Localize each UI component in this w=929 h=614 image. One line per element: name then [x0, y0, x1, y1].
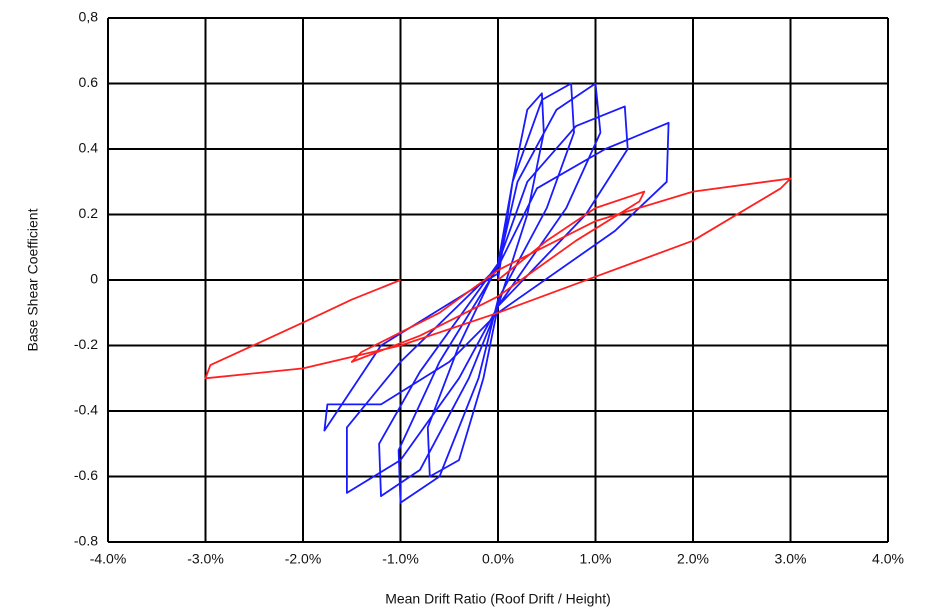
- x-tick-label: -1.0%: [382, 551, 419, 567]
- x-tick-label: -2.0%: [285, 551, 322, 567]
- y-tick-label: -0.4: [74, 402, 98, 418]
- x-tick-label: 0.0%: [482, 551, 514, 567]
- y-tick-label: 0.2: [79, 205, 99, 221]
- x-tick-label: -3.0%: [187, 551, 224, 567]
- y-tick-label: 0.4: [79, 140, 99, 156]
- x-tick-label: 4.0%: [872, 551, 904, 567]
- y-tick-label: -0.8: [74, 533, 98, 549]
- data-line: [323, 82, 670, 504]
- y-tick-label: -0.6: [74, 467, 98, 483]
- x-tick-label: 1.0%: [580, 551, 612, 567]
- y-tick-label: 0: [90, 271, 98, 287]
- y-tick-label: -0.2: [74, 336, 98, 352]
- y-axis-label: Base Shear Coefficient: [25, 208, 41, 351]
- x-tick-label: 3.0%: [775, 551, 807, 567]
- x-tick-label: -4.0%: [90, 551, 127, 567]
- x-tick-label: 2.0%: [677, 551, 709, 567]
- x-axis-label: Mean Drift Ratio (Roof Drift / Height): [385, 591, 611, 607]
- y-tick-label: 0.6: [79, 74, 99, 90]
- data-line: [204, 177, 792, 380]
- y-tick-label: 0,8: [79, 9, 99, 25]
